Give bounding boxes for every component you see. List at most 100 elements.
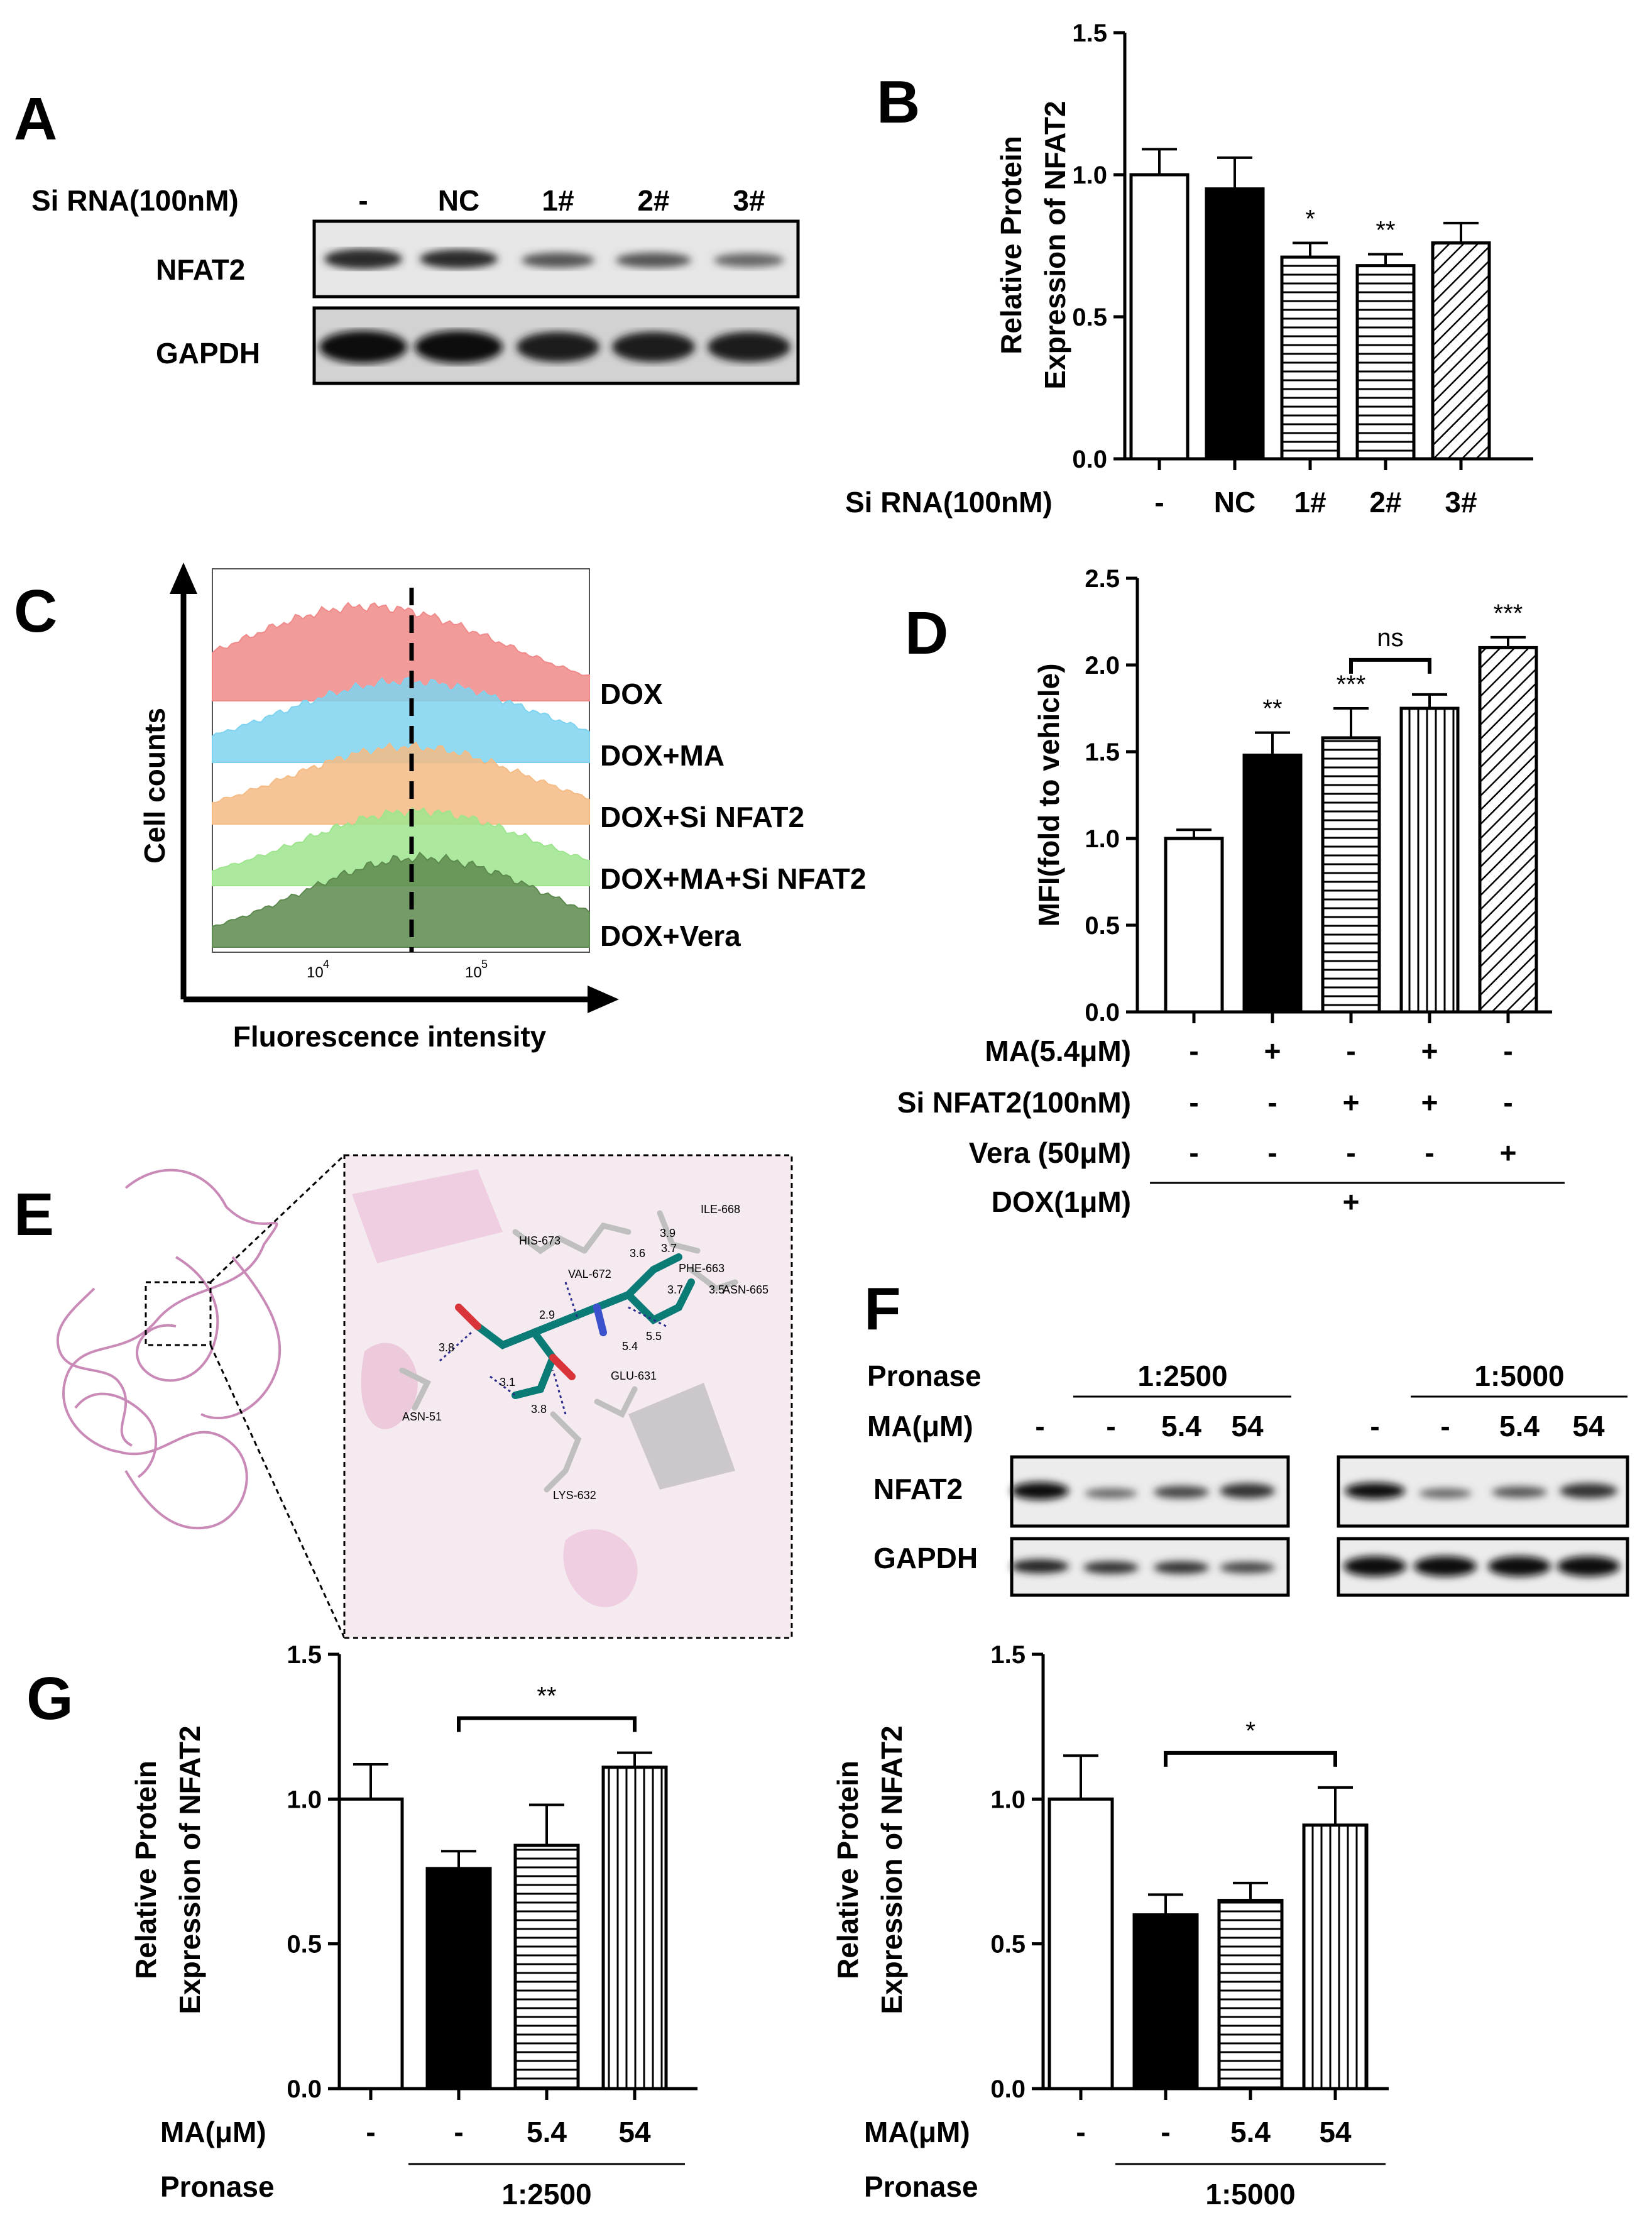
track-label-dox-si-nfat2: DOX+Si NFAT2 <box>600 801 804 833</box>
histogram-dox-ma-si-nfat2 <box>212 806 590 886</box>
blot-f-bands <box>1011 1482 1620 1576</box>
x-group-label: 1:2500 <box>501 2178 591 2211</box>
bar <box>1205 187 1265 461</box>
x-row-label: DOX(1μM) <box>992 1185 1131 1218</box>
x-row-value: - <box>366 2116 375 2148</box>
ratio-label-1: 1:2500 <box>1137 1360 1227 1392</box>
y-tick-label: 2.0 <box>1085 652 1120 679</box>
panel-label-b: B <box>877 69 920 136</box>
residue-sticks <box>399 1210 738 1493</box>
chart-g-left: 0.0 0.5 1.0 1.5 Relative Protein Expression o… <box>129 1641 697 2211</box>
chart-b: 0.0 0.5 1.0 1.5 Relative Protein Expression o… <box>845 19 1533 519</box>
x-row-value: + <box>1343 1185 1360 1218</box>
bar <box>513 1843 580 2090</box>
x-row-value: 54 <box>1319 2116 1352 2148</box>
distance-7: 3.7 <box>667 1283 683 1296</box>
si-rna-label: Si RNA(100nM) <box>31 184 239 217</box>
y-tick-label: 1.5 <box>1072 19 1107 47</box>
y-tick-label: 1.5 <box>287 1641 322 1669</box>
bracket-label: ** <box>537 1683 556 1710</box>
bracket-label: * <box>1245 1717 1255 1745</box>
blot-label-nfat2: NFAT2 <box>156 253 245 286</box>
panel-label-e: E <box>14 1181 54 1248</box>
bar <box>337 1797 404 2090</box>
x-row-value: 3# <box>1445 486 1477 519</box>
lane-f2-3: 5.4 <box>1499 1410 1540 1442</box>
significance-label: ** <box>1376 217 1395 244</box>
track-label-dox: DOX <box>600 678 663 710</box>
x-row-value: NC <box>1214 486 1255 519</box>
x-row-value: - <box>454 2116 463 2148</box>
panel-label-g: G <box>26 1665 74 1732</box>
y-axis-label: Expression of NFAT2 <box>1039 101 1071 389</box>
x-row-value: - <box>1154 486 1164 519</box>
lane-f2-4: 54 <box>1572 1410 1605 1442</box>
y-axis-label: Expression of NFAT2 <box>875 1725 908 2014</box>
x-row-label: Si NFAT2(100nM) <box>897 1086 1131 1119</box>
y-tick-label: 0.0 <box>1085 999 1120 1026</box>
y-arrow-head <box>170 563 197 594</box>
y-tick-label: 0.5 <box>1072 304 1107 331</box>
y-tick-label: 0.5 <box>287 1931 322 1959</box>
x-row-label: Si RNA(100nM) <box>845 486 1053 519</box>
x-row-value: + <box>1500 1136 1517 1169</box>
x-row-value: - <box>1425 1136 1434 1169</box>
x-row-value: - <box>1503 1086 1513 1119</box>
y-axis-label: Relative Protein <box>831 1761 864 1979</box>
x-row-label: Vera (50μM) <box>969 1136 1131 1169</box>
lane-f1-4: 54 <box>1231 1410 1264 1442</box>
panel-c-histograms: Cell counts Fluorescence intensity 10 4 … <box>138 563 866 1053</box>
bar <box>1321 736 1381 1014</box>
x-arrow-head <box>588 986 619 1013</box>
y-tick-label: 0.5 <box>990 1931 1026 1959</box>
x-row-value: 5.4 <box>1230 2116 1271 2148</box>
chart-g-right: 0.0 0.5 1.0 1.5 Relative Protein Expression o… <box>831 1641 1389 2211</box>
lane-f1-2: - <box>1106 1410 1115 1442</box>
bracket-label: ns <box>1377 624 1403 652</box>
y-axis-label: MFI(fold to vehicle) <box>1032 663 1065 926</box>
x-row-value: - <box>1076 2116 1085 2148</box>
x-row-value: - <box>1161 2116 1170 2148</box>
lane-label-5: 3# <box>733 184 765 217</box>
x-row-value: - <box>1267 1136 1277 1169</box>
y-axis-label: Relative Protein <box>995 136 1027 354</box>
x-row-value: 5.4 <box>527 2116 567 2148</box>
significance-bracket <box>1349 657 1431 674</box>
lane-f1-3: 5.4 <box>1161 1410 1201 1442</box>
histogram-dox-ma <box>212 676 590 763</box>
y-tick-label: 1.0 <box>990 1786 1026 1813</box>
residue-val-672: VAL-672 <box>568 1268 611 1280</box>
distance-11: 3.8 <box>531 1403 547 1415</box>
lane-f1-1: - <box>1035 1410 1044 1442</box>
track-label-dox-ma-si-nfat2: DOX+MA+Si NFAT2 <box>600 862 866 895</box>
track-label-dox-vera: DOX+Vera <box>600 920 741 952</box>
hbond-lines <box>439 1282 667 1415</box>
blot-nfat2-bands <box>324 249 784 269</box>
y-tick-label: 0.5 <box>1085 912 1120 940</box>
distance-9: 5.4 <box>622 1340 638 1353</box>
cell-counts-label: Cell counts <box>138 708 171 864</box>
x-row-label: Pronase <box>160 2170 275 2203</box>
x-row-value: - <box>1189 1035 1198 1067</box>
tick-10-4-base: 10 <box>307 964 324 981</box>
y-tick-label: 0.0 <box>990 2075 1026 2103</box>
panel-label-c: C <box>14 578 57 645</box>
residue-asn-665: ASN-665 <box>723 1283 769 1296</box>
bar <box>425 1867 492 2090</box>
y-tick-label: 0.0 <box>287 2075 322 2103</box>
x-row-value: - <box>1189 1086 1198 1119</box>
tick-10-5-exp: 5 <box>481 958 488 970</box>
blot-f-label-gapdh: GAPDH <box>873 1542 978 1574</box>
ligand-sticks <box>455 1253 695 1399</box>
distance-5: 3.9 <box>660 1227 676 1239</box>
residue-glu-631: GLU-631 <box>611 1370 657 1382</box>
x-row-value: 2# <box>1369 486 1401 519</box>
x-row-value: 54 <box>618 2116 651 2148</box>
bar <box>1242 754 1303 1014</box>
significance-bracket <box>457 1716 637 1732</box>
y-axis-label: Relative Protein <box>129 1761 162 1979</box>
residue-asn-51: ASN-51 <box>402 1410 442 1423</box>
bar <box>1355 264 1416 461</box>
tick-10-4-exp: 4 <box>323 958 329 970</box>
